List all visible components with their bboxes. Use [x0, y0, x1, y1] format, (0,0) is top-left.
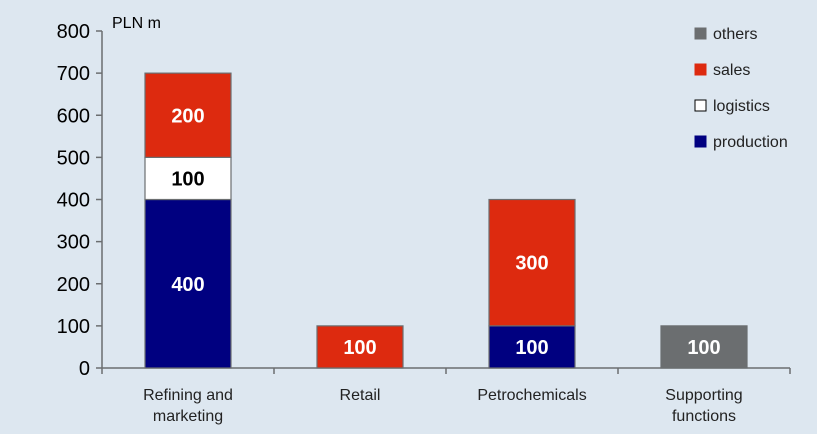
- y-tick-label: 700: [57, 63, 90, 85]
- legend-swatch-production: [694, 135, 707, 148]
- legend-label-sales: sales: [713, 62, 750, 79]
- bar-segment-sales: [488, 198, 576, 327]
- legend-swatch-sales: [694, 63, 707, 76]
- bars: 400 100 200 100 100 300 100: [144, 72, 748, 369]
- bar-value-label: 100: [343, 337, 376, 359]
- y-tick-label: 800: [57, 21, 90, 43]
- x-category-label: Retail: [340, 387, 381, 404]
- y-tick-label: 500: [57, 147, 90, 169]
- unit-label: PLN m: [112, 15, 161, 32]
- x-category-label-line: Refining and: [143, 387, 233, 404]
- y-tick-label: 100: [57, 316, 90, 338]
- x-category-label: Petrochemicals: [477, 387, 586, 404]
- y-tick-label: 400: [57, 190, 90, 212]
- bar-value-label: 300: [515, 253, 548, 275]
- bar-segment-logistics: [144, 156, 232, 201]
- y-tick-label: 600: [57, 105, 90, 127]
- x-category-label-line: marketing: [153, 408, 223, 425]
- legend: others sales logistics production: [694, 26, 788, 151]
- bar-value-label: 100: [515, 337, 548, 359]
- x-category-label: Supporting functions: [665, 387, 742, 425]
- bar-value-label: 100: [687, 337, 720, 359]
- bar-segment-production: [144, 198, 232, 369]
- x-axis: Refining and marketing Retail Petrochemical…: [101, 367, 791, 425]
- legend-swatch-logistics: [694, 99, 707, 112]
- x-category-label-line: Supporting: [665, 387, 742, 404]
- legend-label-others: others: [713, 26, 757, 43]
- y-axis: 0 100 200 300 400 500 600 700 800: [57, 21, 103, 380]
- bar-value-label: 400: [171, 274, 204, 296]
- bar-value-label: 100: [171, 168, 204, 190]
- bar-value-label: 200: [171, 105, 204, 127]
- bar-segment-production: [488, 325, 576, 369]
- y-tick-label: 200: [57, 274, 90, 296]
- x-category-label-line: functions: [672, 408, 736, 425]
- x-category-label-line: Retail: [340, 387, 381, 404]
- y-tick-label: 0: [79, 358, 90, 380]
- x-category-label-line: Petrochemicals: [477, 387, 586, 404]
- bar-segment-others: [660, 325, 748, 369]
- y-tick-label: 300: [57, 232, 90, 254]
- legend-label-production: production: [713, 134, 788, 151]
- legend-swatch-others: [694, 27, 707, 40]
- legend-label-logistics: logistics: [713, 98, 770, 115]
- bar-segment-sales: [144, 72, 232, 158]
- bar-segment-sales: [316, 325, 404, 369]
- x-category-label: Refining and marketing: [143, 387, 233, 425]
